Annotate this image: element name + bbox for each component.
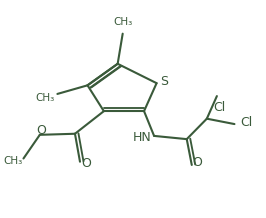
Text: CH₃: CH₃	[113, 17, 132, 27]
Text: O: O	[36, 124, 46, 138]
Text: S: S	[160, 75, 168, 87]
Text: CH₃: CH₃	[3, 156, 22, 166]
Text: Cl: Cl	[213, 101, 226, 114]
Text: O: O	[192, 156, 202, 169]
Text: HN: HN	[133, 131, 152, 144]
Text: CH₃: CH₃	[35, 93, 54, 103]
Text: O: O	[81, 157, 91, 170]
Text: Cl: Cl	[240, 116, 252, 129]
